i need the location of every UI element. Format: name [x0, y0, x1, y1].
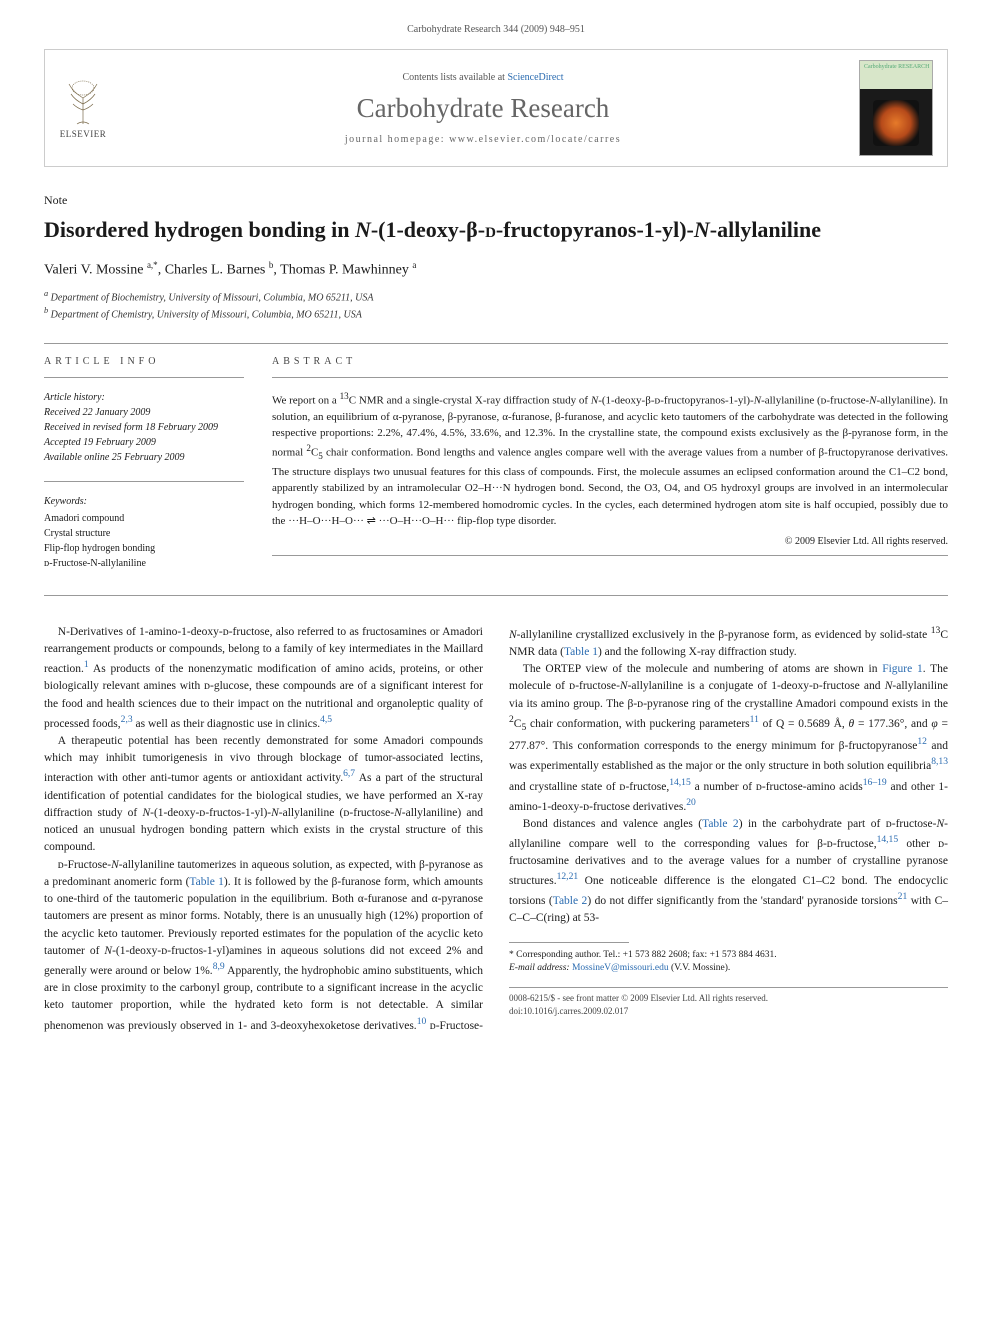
- running-header: Carbohydrate Research 344 (2009) 948–951: [44, 24, 948, 35]
- journal-name: Carbohydrate Research: [107, 93, 859, 124]
- affiliation-b: b Department of Chemistry, University of…: [44, 305, 948, 322]
- history-received: Received 22 January 2009: [44, 405, 244, 420]
- history-label: Article history:: [44, 390, 244, 405]
- affiliation-a: a Department of Biochemistry, University…: [44, 288, 948, 305]
- body-paragraph: N-Derivatives of 1-amino-1-deoxy-ᴅ-fruct…: [44, 624, 483, 733]
- issn-line: 0008-6215/$ - see front matter © 2009 El…: [509, 992, 948, 1005]
- email-suffix: (V.V. Mossine).: [671, 963, 730, 973]
- publisher-label: ELSEVIER: [60, 129, 107, 139]
- article-title: Disordered hydrogen bonding in N-(1-deox…: [44, 216, 948, 244]
- body-paragraph: A therapeutic potential has been recentl…: [44, 733, 483, 857]
- footnotes: * Corresponding author. Tel.: +1 573 882…: [509, 949, 948, 976]
- history-revised: Received in revised form 18 February 200…: [44, 420, 244, 435]
- divider: [509, 987, 948, 988]
- abstract-copyright: © 2009 Elsevier Ltd. All rights reserved…: [272, 536, 948, 547]
- homepage-url[interactable]: www.elsevier.com/locate/carres: [449, 134, 621, 145]
- cover-title: Carbohydrate RESEARCH: [864, 64, 930, 70]
- keyword-item: Crystal structure: [44, 526, 244, 541]
- journal-masthead: ELSEVIER Contents lists available at Sci…: [44, 49, 948, 167]
- article-history: Article history: Received 22 January 200…: [44, 390, 244, 465]
- affiliations: a Department of Biochemistry, University…: [44, 288, 948, 323]
- authors: Valeri V. Mossine a,*, Charles L. Barnes…: [44, 260, 948, 279]
- article-type: Note: [44, 193, 948, 208]
- abstract-heading: ABSTRACT: [272, 356, 948, 367]
- publisher-logo-block: ELSEVIER: [59, 78, 107, 139]
- keyword-item: Flip-flop hydrogen bonding: [44, 541, 244, 556]
- doi-line: doi:10.1016/j.carres.2009.02.017: [509, 1005, 948, 1018]
- history-accepted: Accepted 19 February 2009: [44, 435, 244, 450]
- elsevier-tree-icon: [59, 78, 107, 126]
- history-online: Available online 25 February 2009: [44, 450, 244, 465]
- info-abstract-row: ARTICLE INFO Article history: Received 2…: [44, 356, 948, 571]
- keyword-item: Amadori compound: [44, 511, 244, 526]
- keywords-label: Keywords:: [44, 494, 244, 509]
- cover-image-icon: [873, 100, 919, 146]
- homepage-prefix: journal homepage:: [345, 134, 449, 145]
- journal-cover-thumbnail: Carbohydrate RESEARCH: [859, 60, 933, 156]
- body-text: N-Derivatives of 1-amino-1-deoxy-ᴅ-fruct…: [44, 624, 948, 1035]
- corresponding-author-note: * Corresponding author. Tel.: +1 573 882…: [509, 949, 948, 962]
- divider: [272, 377, 948, 378]
- masthead-center: Contents lists available at ScienceDirec…: [107, 72, 859, 145]
- footnote-separator: [509, 942, 629, 943]
- article-info-heading: ARTICLE INFO: [44, 356, 244, 367]
- abstract-column: ABSTRACT We report on a 13C NMR and a si…: [272, 356, 948, 571]
- divider: [44, 343, 948, 344]
- homepage-line: journal homepage: www.elsevier.com/locat…: [107, 134, 859, 145]
- cover-thumbnail-block: Carbohydrate RESEARCH: [859, 60, 933, 156]
- email-label: E-mail address:: [509, 963, 570, 973]
- contents-prefix: Contents lists available at: [402, 72, 507, 83]
- abstract-text: We report on a 13C NMR and a single-crys…: [272, 390, 948, 530]
- sciencedirect-link[interactable]: ScienceDirect: [507, 72, 563, 83]
- body-paragraph: Bond distances and valence angles (Table…: [509, 816, 948, 928]
- divider: [44, 481, 244, 482]
- keywords: Keywords: Amadori compound Crystal struc…: [44, 494, 244, 571]
- article-info-column: ARTICLE INFO Article history: Received 2…: [44, 356, 244, 571]
- keyword-item: ᴅ-Fructose-N-allylaniline: [44, 556, 244, 571]
- divider: [44, 377, 244, 378]
- email-link[interactable]: MossineV@missouri.edu: [572, 963, 669, 973]
- contents-line: Contents lists available at ScienceDirec…: [107, 72, 859, 83]
- bottom-meta: 0008-6215/$ - see front matter © 2009 El…: [509, 992, 948, 1017]
- divider: [44, 595, 948, 596]
- body-paragraph: The ORTEP view of the molecule and numbe…: [509, 661, 948, 816]
- divider: [272, 555, 948, 556]
- email-line: E-mail address: MossineV@missouri.edu (V…: [509, 962, 948, 975]
